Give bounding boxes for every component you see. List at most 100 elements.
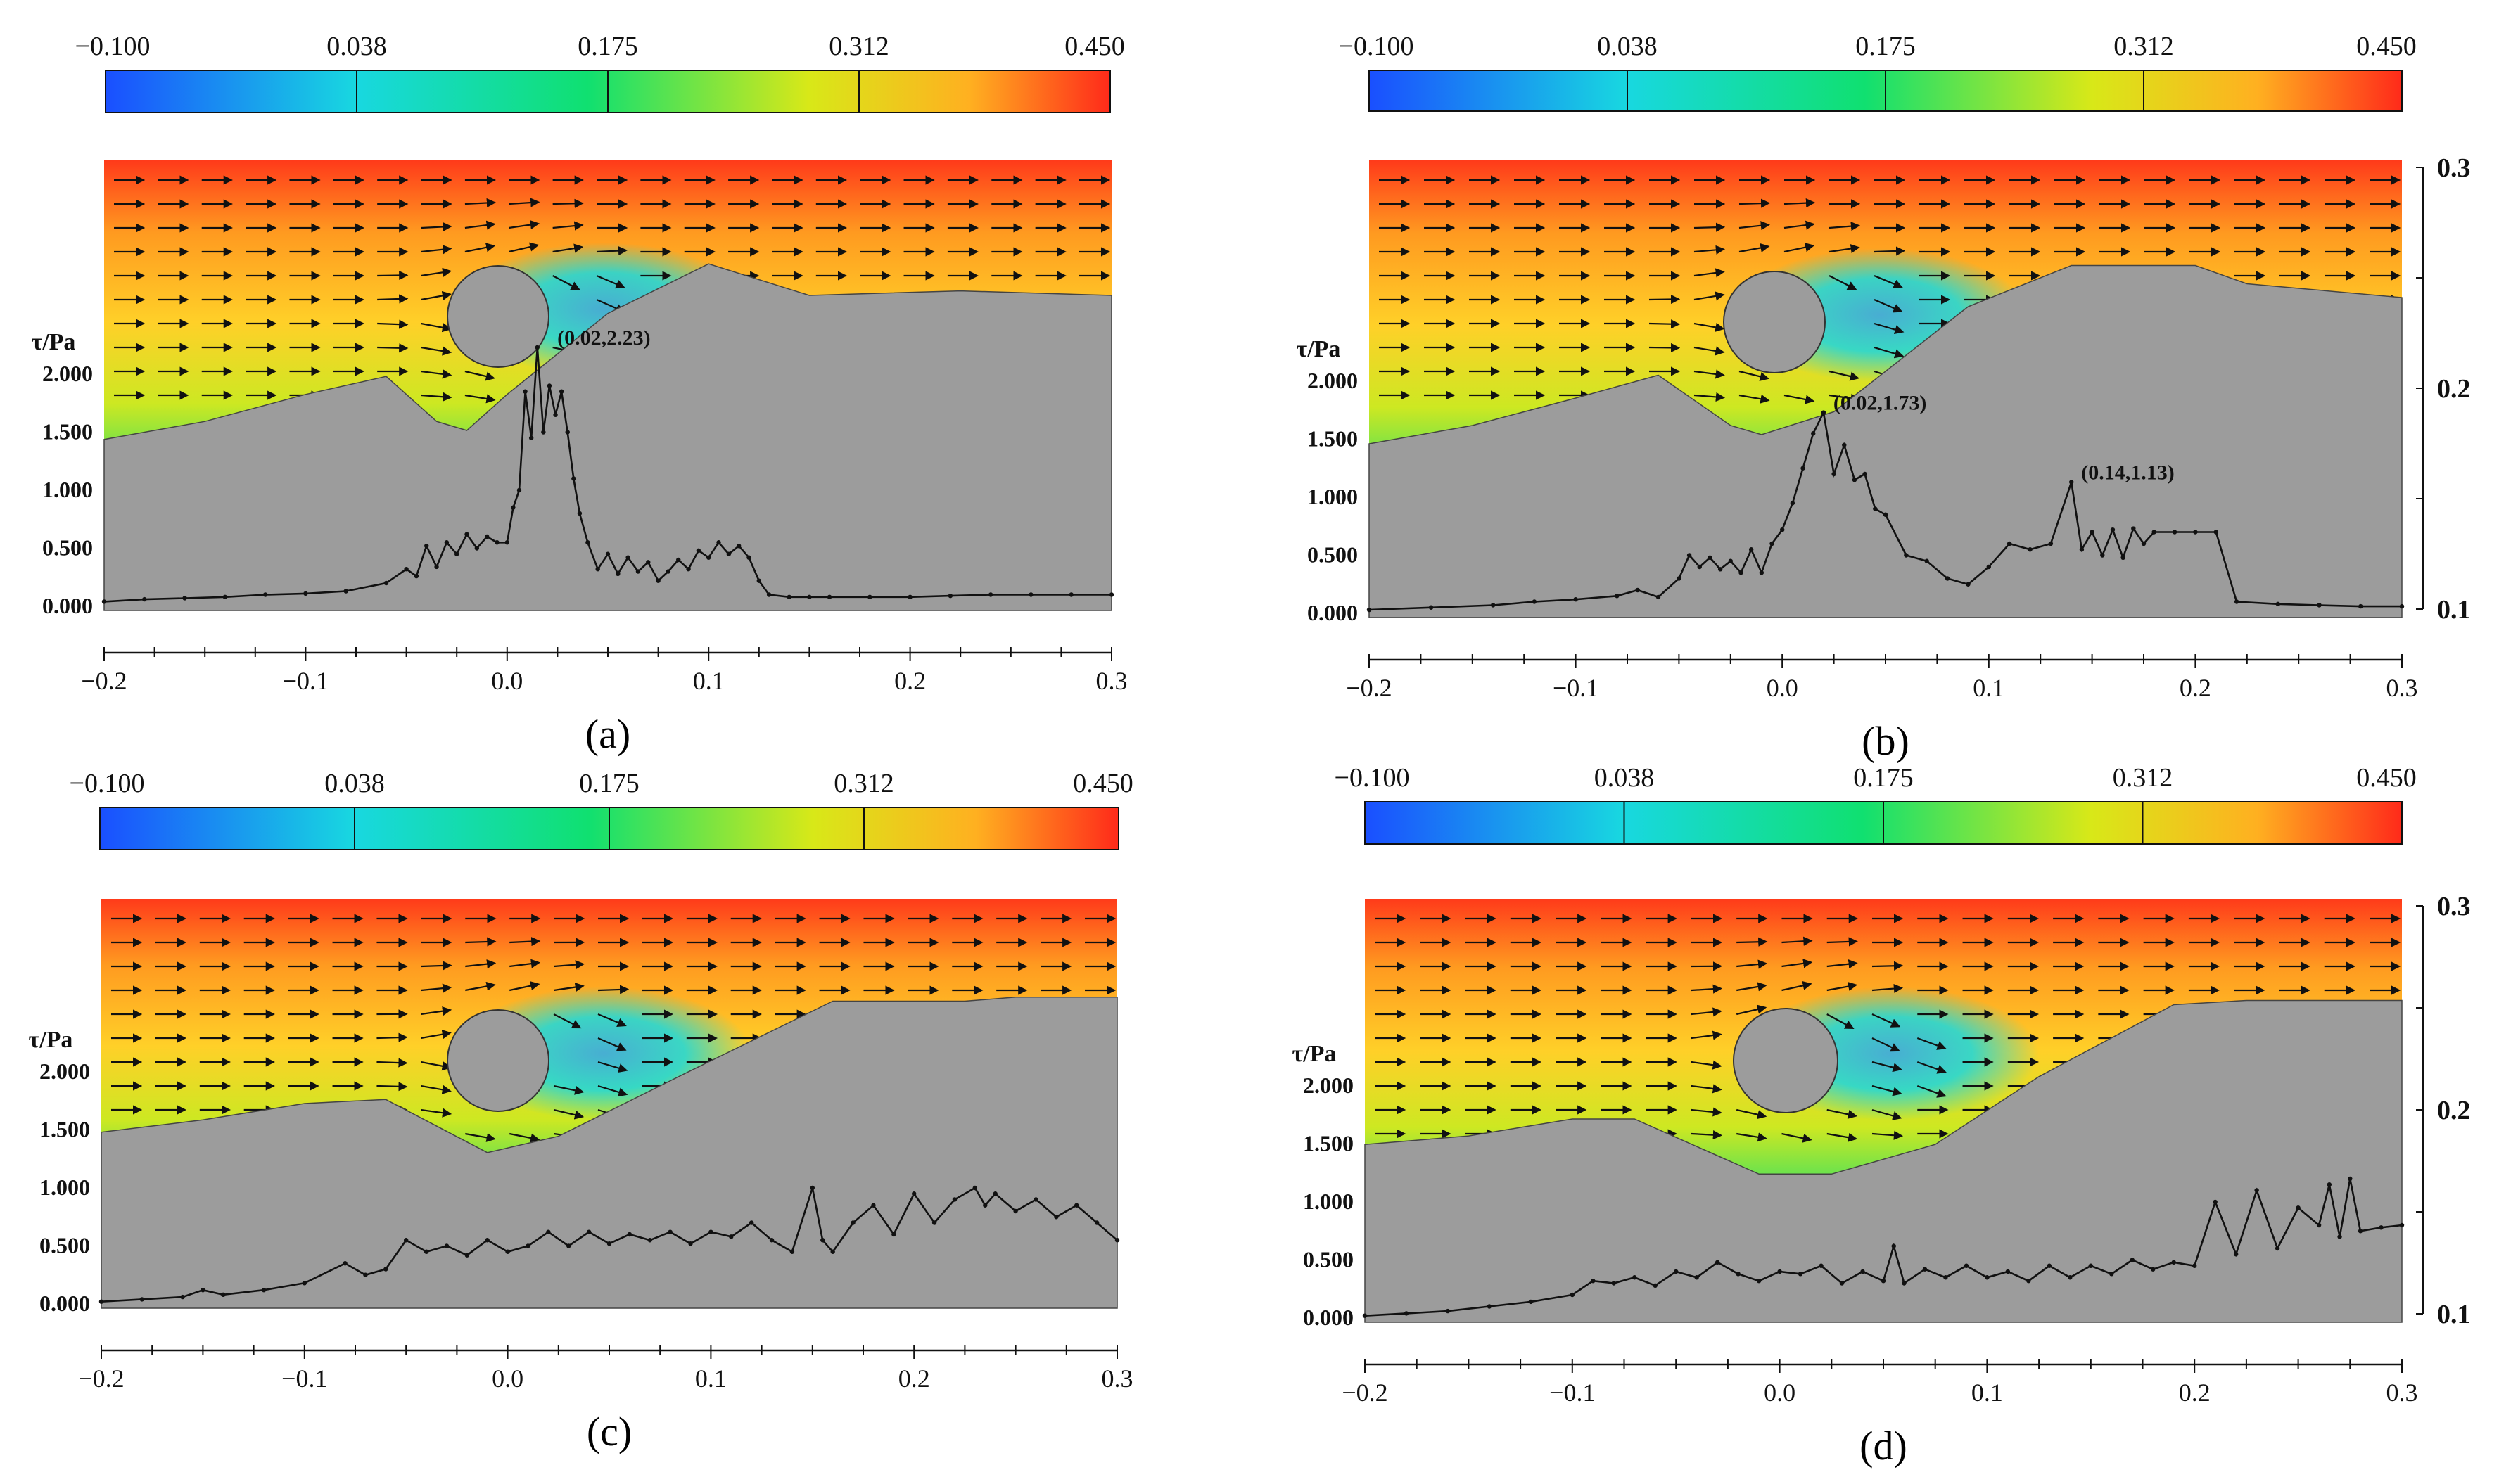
- data-point: [1891, 1243, 1896, 1248]
- flow-arrow: [1736, 1004, 1767, 1016]
- flow-arrow: [1691, 1084, 1722, 1094]
- flow-arrow: [1693, 268, 1725, 278]
- x-axis: −0.2 −0.1 0.0 0.1 0.2 0.3: [78, 1345, 1133, 1393]
- data-point: [756, 578, 762, 583]
- right-tick-label: 0.3: [2437, 892, 2471, 921]
- data-point: [891, 1232, 896, 1237]
- data-point: [988, 592, 993, 597]
- data-point: [383, 580, 389, 586]
- data-point: [1759, 570, 1764, 575]
- data-point: [1677, 576, 1681, 581]
- data-point: [1839, 1281, 1845, 1286]
- shear-stress-series: [101, 345, 1114, 604]
- data-point: [1653, 1283, 1658, 1288]
- flow-arrow: [1736, 959, 1768, 969]
- data-point: [1591, 1279, 1596, 1284]
- flow-arrow: [377, 319, 409, 329]
- data-point: [931, 1220, 937, 1225]
- data-point: [827, 594, 832, 599]
- flow-arrow: [552, 275, 580, 290]
- data-point: [686, 567, 691, 572]
- data-point: [746, 555, 751, 560]
- data-point: [201, 1288, 205, 1293]
- data-point: [1780, 527, 1785, 532]
- data-point: [1029, 592, 1034, 597]
- data-point: [972, 1185, 978, 1191]
- data-point: [1883, 512, 1888, 517]
- flow-arrow: [1871, 1130, 1904, 1140]
- peak-annotation: (0.02,1.73): [1833, 392, 1926, 415]
- x-tick-label: 0.3: [2386, 674, 2418, 702]
- flow-arrow: [421, 267, 452, 277]
- data-point: [535, 345, 540, 350]
- data-point: [1013, 1208, 1018, 1214]
- data-point: [2358, 1229, 2363, 1234]
- data-point: [676, 557, 681, 563]
- flow-arrow: [421, 245, 452, 255]
- x-tick-label: 0.2: [894, 667, 926, 695]
- panel-caption: (c): [587, 1409, 632, 1454]
- colorbar-tick-label: −0.100: [1339, 32, 1414, 61]
- data-point: [2131, 526, 2136, 531]
- data-point: [261, 1288, 267, 1293]
- flow-arrow: [421, 322, 452, 333]
- flow-arrow: [552, 221, 584, 231]
- flow-arrow: [597, 1013, 627, 1027]
- data-point: [1831, 471, 1836, 477]
- data-point: [810, 1185, 815, 1191]
- flow-arrow: [1691, 984, 1723, 994]
- data-point: [1074, 1203, 1079, 1208]
- data-point: [706, 555, 711, 560]
- colorbar: −0.100 0.038 0.175 0.312 0.450: [70, 769, 1133, 850]
- data-point: [2090, 530, 2094, 535]
- flow-arrow: [464, 243, 496, 253]
- colorbar: −0.100 0.038 0.175 0.312 0.450: [75, 32, 1125, 113]
- data-point: [912, 1191, 917, 1196]
- flow-arrow: [421, 392, 452, 402]
- x-tick-label: −0.2: [1342, 1379, 1387, 1407]
- data-point: [1611, 1281, 1616, 1286]
- flow-arrow: [1781, 1132, 1812, 1143]
- data-point: [1800, 466, 1805, 471]
- data-point: [807, 594, 812, 599]
- tau-tick-label: 2.000: [39, 1058, 90, 1084]
- data-point: [1873, 506, 1878, 511]
- data-point: [1528, 1299, 1534, 1305]
- data-point: [1943, 1275, 1948, 1280]
- data-point: [546, 1229, 551, 1234]
- colorbar-tick-label: 0.175: [579, 769, 640, 798]
- flow-arrow: [421, 369, 452, 379]
- flow-arrow: [597, 1037, 627, 1051]
- data-point: [2109, 1272, 2114, 1277]
- data-point: [444, 1243, 450, 1248]
- colorbar-tick-label: 0.175: [1855, 32, 1916, 61]
- data-point: [1573, 597, 1578, 602]
- data-point: [1069, 592, 1074, 597]
- tau-tick-label: 0.500: [42, 535, 93, 561]
- tau-axis-title: τ/Pa: [29, 1027, 73, 1053]
- x-tick-label: 0.0: [1764, 1379, 1795, 1407]
- pipeline-cylinder: [447, 265, 549, 368]
- right-axis: 0.1 0.2 0.3: [2416, 892, 2471, 1329]
- flow-vectors: [1379, 175, 2401, 404]
- data-point: [577, 511, 583, 516]
- x-tick-label: 0.3: [1096, 667, 1128, 695]
- data-point: [2151, 1267, 2156, 1272]
- tau-tick-label: 2.000: [1307, 368, 1358, 393]
- data-point: [1736, 1272, 1741, 1277]
- flow-arrow: [1871, 1085, 1902, 1096]
- flow-arrow: [553, 1085, 585, 1095]
- data-point: [2007, 541, 2012, 546]
- colorbar-tick-label: 0.450: [2356, 32, 2417, 61]
- plot-area: (0.02,2.23): [101, 160, 1114, 611]
- seabed-soil: [1368, 264, 2403, 618]
- plot-area: [1362, 899, 2405, 1323]
- flow-arrow: [1691, 1007, 1722, 1017]
- shear-stress-line: [103, 347, 1112, 603]
- data-point: [541, 430, 546, 435]
- flow-arrow: [1781, 959, 1813, 968]
- data-point: [1632, 1275, 1637, 1280]
- tau-tick-label: 1.000: [1303, 1189, 1354, 1214]
- pipeline-cylinder: [1733, 1008, 1838, 1113]
- data-point: [528, 435, 534, 440]
